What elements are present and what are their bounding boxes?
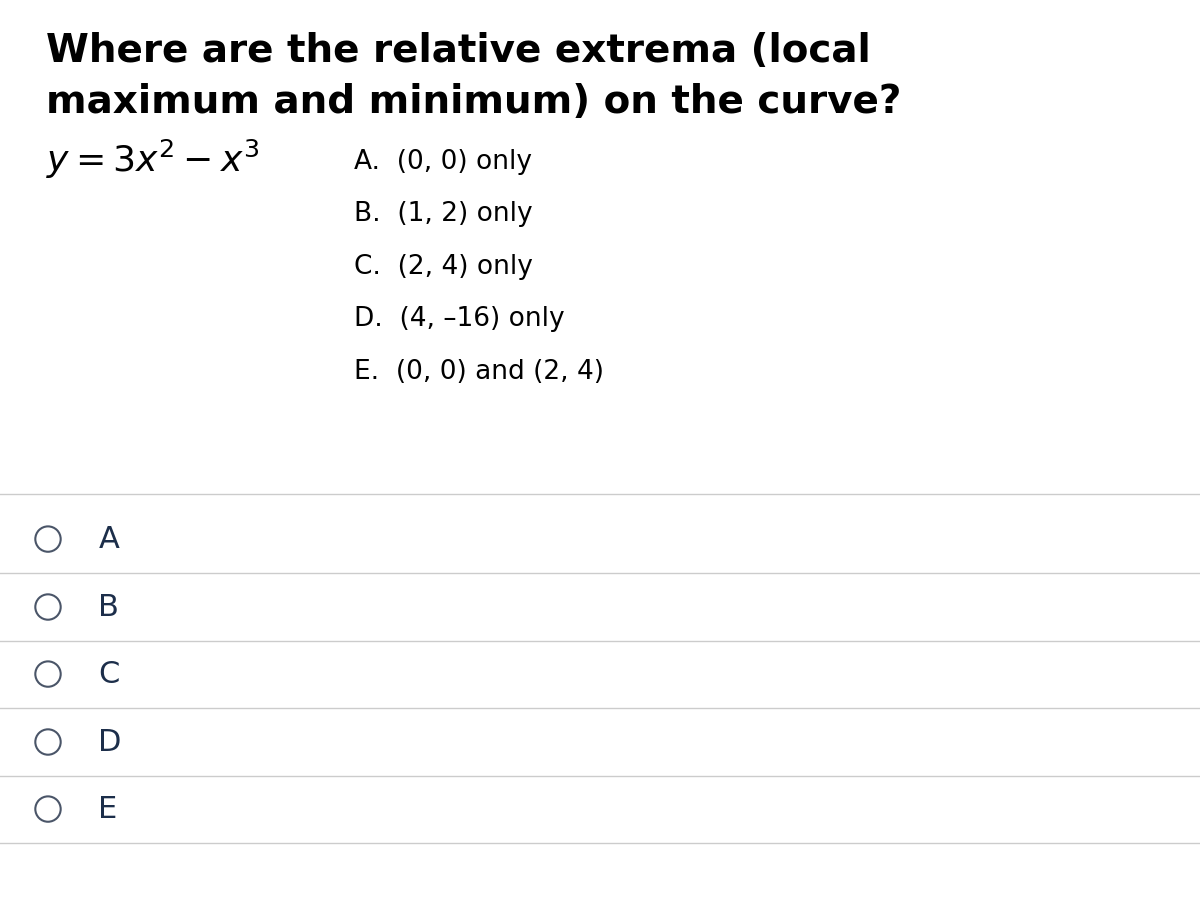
Text: A: A xyxy=(98,525,119,554)
Text: C.  (2, 4) only: C. (2, 4) only xyxy=(354,254,533,280)
Text: Where are the relative extrema (local: Where are the relative extrema (local xyxy=(46,32,870,70)
Text: A.  (0, 0) only: A. (0, 0) only xyxy=(354,149,532,175)
Text: maximum and minimum) on the curve?: maximum and minimum) on the curve? xyxy=(46,83,901,121)
Text: B: B xyxy=(98,593,119,622)
Text: D.  (4, –16) only: D. (4, –16) only xyxy=(354,306,565,333)
Text: D: D xyxy=(98,728,121,757)
Text: $y = 3x^2 - x^3$: $y = 3x^2 - x^3$ xyxy=(46,138,259,181)
Text: E: E xyxy=(98,795,118,824)
Text: C: C xyxy=(98,660,120,689)
Text: B.  (1, 2) only: B. (1, 2) only xyxy=(354,201,533,227)
Text: E.  (0, 0) and (2, 4): E. (0, 0) and (2, 4) xyxy=(354,359,604,385)
